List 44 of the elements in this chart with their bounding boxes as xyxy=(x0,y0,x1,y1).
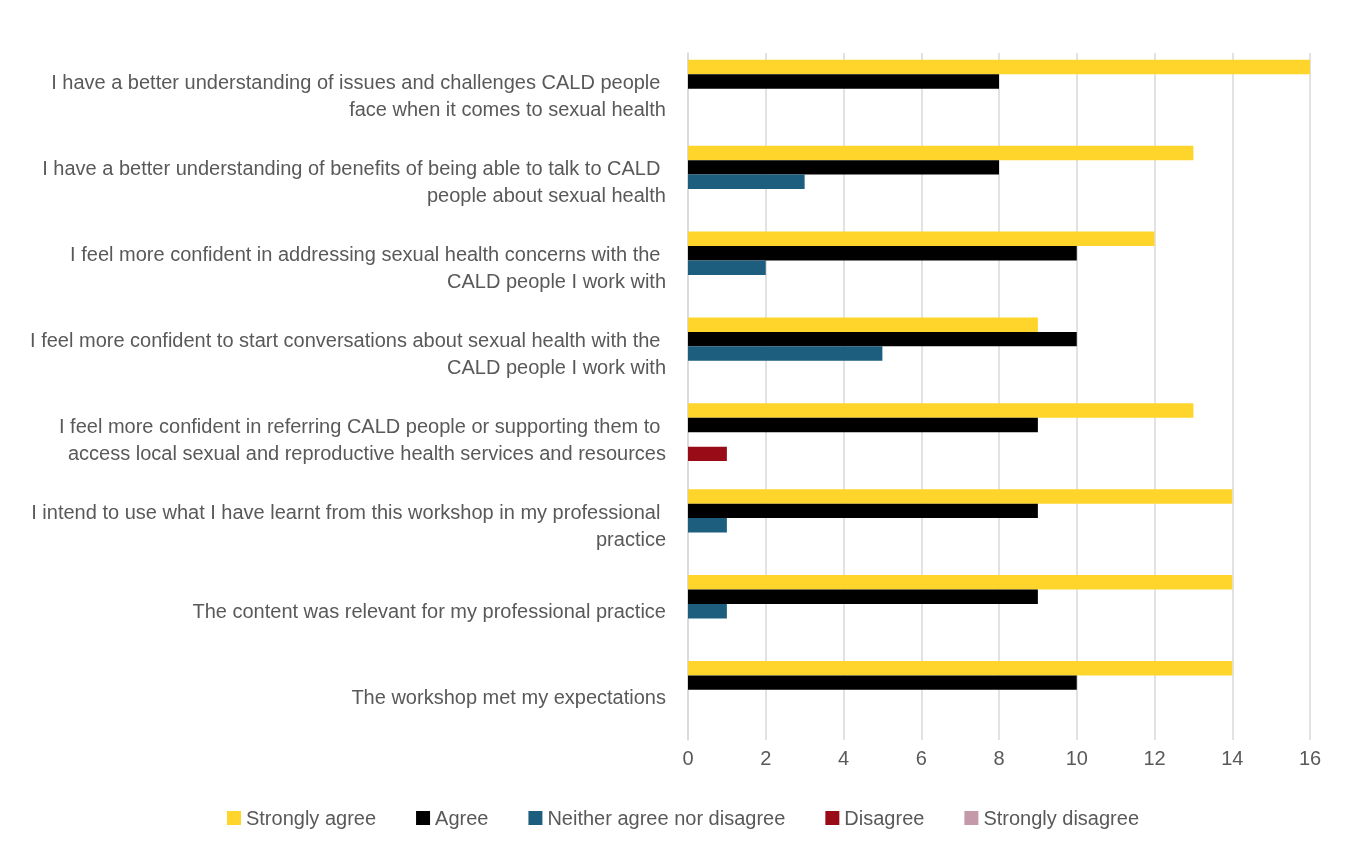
legend-label: Agree xyxy=(435,807,489,829)
x-tick-label: 16 xyxy=(1298,747,1322,769)
bar xyxy=(688,518,727,533)
x-tick-label: 12 xyxy=(1143,747,1166,769)
y-tick-label: The content was relevant for my professional practice xyxy=(192,600,666,623)
x-tick-label: 14 xyxy=(1221,747,1244,769)
y-tick-label: I have a better understanding of issues and challenges CALD people face when it comes to sexual health xyxy=(51,71,666,121)
x-tick-label: 4 xyxy=(837,747,850,769)
bar xyxy=(688,675,1077,690)
bar xyxy=(688,317,1038,332)
bar xyxy=(688,403,1194,418)
legend-label: Neither agree nor disagree xyxy=(547,807,786,829)
bar xyxy=(688,661,1233,676)
bar xyxy=(688,74,999,89)
bar xyxy=(688,174,805,190)
x-tick-label: 0 xyxy=(682,747,694,769)
bar xyxy=(688,489,1233,504)
bar xyxy=(688,603,727,619)
y-tick-label: I feel more confident to start conversations about sexual health with the CALD people I work with xyxy=(30,329,666,379)
x-tick-label: 2 xyxy=(760,747,772,769)
x-tick-label: 8 xyxy=(993,747,1005,769)
y-tick-label: I intend to use what I have learnt from this workshop in my professional practice xyxy=(31,500,666,550)
bar xyxy=(688,331,1077,347)
bar xyxy=(688,575,1233,590)
bar xyxy=(688,145,1194,161)
bar xyxy=(688,246,1077,261)
bar xyxy=(688,346,883,361)
y-tick-label: I have a better understanding of benefits of being able to talk to CALD people about sexual health xyxy=(42,157,666,207)
y-tick-label: I feel more confident in referring CALD people or supporting them to access local sexual and reproductive health services and resources xyxy=(59,414,666,464)
bar xyxy=(688,59,1310,75)
legend-label: Strongly disagree xyxy=(983,807,1140,829)
bar xyxy=(688,589,1038,604)
y-tick-label: I feel more confident in addressing sexual health concerns with the CALD people I work with xyxy=(70,243,666,293)
legend-label: Strongly agree xyxy=(245,807,377,829)
bar xyxy=(688,417,1038,433)
y-tick-label: The workshop met my expectations xyxy=(351,686,666,709)
bar xyxy=(688,503,1038,519)
bar xyxy=(688,231,1155,247)
bar xyxy=(688,160,999,175)
x-tick-label: 10 xyxy=(1065,747,1088,769)
x-tick-label: 6 xyxy=(915,747,927,769)
bar xyxy=(688,260,766,275)
bar xyxy=(688,446,727,462)
legend-label: Disagree xyxy=(844,807,925,829)
